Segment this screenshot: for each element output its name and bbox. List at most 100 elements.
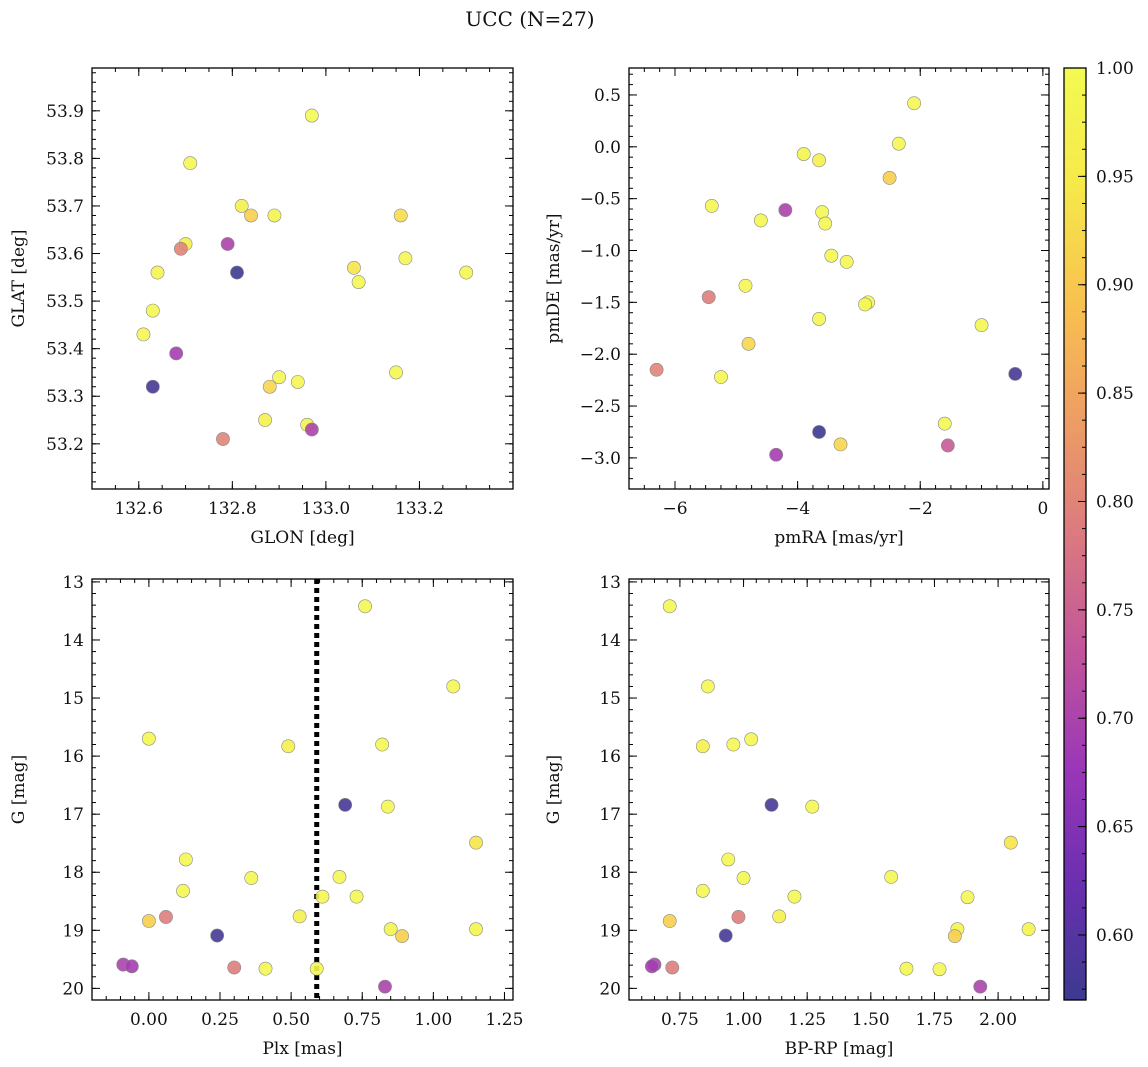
- x-tick-label: 0.50: [272, 1010, 310, 1030]
- data-point: [701, 290, 716, 305]
- data-point: [695, 883, 710, 898]
- data-point: [267, 208, 282, 223]
- data-point: [304, 422, 319, 437]
- data-point: [234, 199, 249, 213]
- y-tick-label: 14: [62, 631, 84, 651]
- data-point: [347, 260, 361, 275]
- data-point: [169, 346, 184, 361]
- y-tick-label: 15: [62, 689, 84, 709]
- y-tick-label: 0.5: [594, 86, 621, 106]
- scatter-panel: 132.6 132.8 133.0 133.2 53.2 53.3 53.4 53.5 53.6…: [9, 67, 514, 548]
- data-point: [701, 679, 715, 694]
- data-point: [1008, 366, 1023, 381]
- colorbar-tick-label: 0.95: [1096, 167, 1134, 187]
- data-point: [281, 739, 296, 754]
- data-point: [805, 799, 820, 814]
- data-point: [662, 599, 677, 614]
- y-tick-label: 53.5: [46, 292, 84, 312]
- x-tick-label: 132.6: [114, 499, 163, 519]
- data-point: [141, 914, 156, 928]
- data-point: [753, 213, 768, 228]
- data-point: [178, 852, 193, 867]
- data-point: [358, 599, 372, 614]
- figure-title: UCC (N=27): [465, 7, 594, 31]
- y-tick-label: 18: [599, 863, 621, 883]
- data-point: [469, 835, 483, 850]
- x-tick-label: 133.2: [395, 499, 444, 519]
- data-point: [383, 922, 398, 937]
- data-point: [349, 889, 364, 904]
- data-point: [1003, 835, 1018, 850]
- data-point: [380, 799, 395, 814]
- data-point: [858, 297, 872, 312]
- y-tick-label: 15: [599, 689, 621, 709]
- axes-frame: [91, 578, 514, 1001]
- data-point: [824, 248, 839, 263]
- y-tick-label: 14: [599, 631, 621, 651]
- y-tick-label: 53.2: [46, 435, 84, 455]
- data-point: [469, 922, 483, 937]
- data-point: [738, 278, 753, 293]
- data-point: [124, 959, 139, 974]
- data-point: [375, 737, 390, 752]
- data-point: [446, 679, 461, 694]
- data-point: [718, 928, 733, 943]
- data-point: [662, 914, 677, 928]
- data-point: [176, 883, 190, 898]
- colorbar: 0.60 0.65 0.70 0.75 0.80 0.85 0.90 0.95 1.00: [1063, 59, 1134, 1001]
- x-axis-label: BP-RP [mag]: [785, 1039, 894, 1059]
- data-point: [150, 265, 165, 280]
- x-tick-label: 0.00: [130, 1010, 168, 1030]
- data-point: [764, 797, 779, 812]
- data-point: [216, 432, 230, 446]
- data-point: [315, 889, 330, 904]
- data-point: [736, 871, 751, 885]
- data-point: [262, 379, 277, 394]
- y-tick-label: 16: [62, 747, 84, 767]
- y-axis-label: G [mag]: [544, 755, 564, 824]
- colorbar-tick-label: 0.80: [1096, 492, 1134, 512]
- data-point: [772, 909, 787, 924]
- x-tick-label: 0.25: [201, 1010, 239, 1030]
- colorbar-fill: [1064, 68, 1086, 1000]
- data-points: [136, 108, 474, 446]
- data-point: [778, 203, 793, 217]
- colorbar-tick-label: 0.75: [1096, 601, 1134, 621]
- data-point: [947, 929, 962, 944]
- data-point: [459, 265, 474, 280]
- axes-frame: [628, 578, 1050, 1001]
- y-tick-label: −2.0: [580, 345, 621, 365]
- data-points: [116, 599, 483, 994]
- data-point: [741, 336, 756, 351]
- data-point: [244, 871, 259, 885]
- data-point: [932, 962, 947, 977]
- x-tick-label: 0: [1037, 499, 1048, 519]
- data-point: [833, 437, 848, 452]
- data-point: [304, 108, 319, 123]
- data-point: [882, 171, 897, 185]
- y-tick-label: −1.0: [580, 242, 621, 262]
- colorbar-tick-label: 0.70: [1096, 709, 1134, 729]
- y-tick-label: 53.7: [46, 197, 84, 217]
- data-point: [145, 303, 160, 318]
- data-point: [818, 216, 833, 231]
- x-tick-label: 1.25: [788, 1010, 826, 1030]
- y-axis-label: pmDE [mas/yr]: [544, 213, 564, 343]
- x-axis-label: pmRA [mas/yr]: [774, 528, 903, 548]
- data-point: [649, 362, 664, 377]
- data-point: [645, 959, 659, 974]
- data-point: [183, 156, 198, 171]
- data-point: [351, 275, 366, 289]
- data-point: [141, 731, 156, 746]
- data-point: [395, 929, 409, 944]
- data-point: [210, 928, 225, 943]
- colorbar-frame: [1063, 67, 1087, 1001]
- data-point: [769, 447, 784, 462]
- y-tick-label: 16: [599, 747, 621, 767]
- x-tick-label: 1.00: [725, 1010, 763, 1030]
- y-tick-label: 13: [599, 573, 621, 593]
- data-point: [940, 438, 955, 453]
- data-point: [1021, 922, 1036, 937]
- data-point: [974, 318, 989, 333]
